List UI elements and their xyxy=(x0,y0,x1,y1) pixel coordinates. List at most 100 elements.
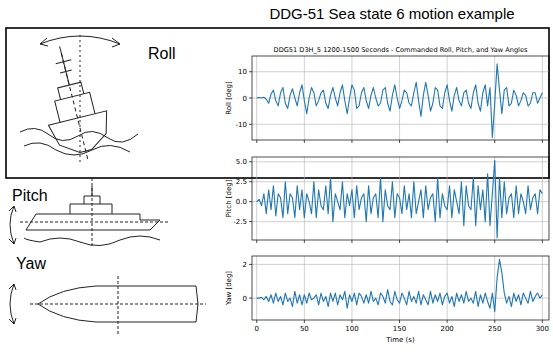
pitch-waves xyxy=(24,236,160,246)
x-grid-line xyxy=(542,157,543,240)
x-tick xyxy=(304,140,305,143)
yaw-axes xyxy=(30,276,206,334)
y-grid-line xyxy=(252,71,549,72)
chart: 0 50 100 150 200 250 300 0 2 Yaw [deg] Time (s) xyxy=(225,256,549,344)
y-tick xyxy=(249,161,252,162)
x-grid-line xyxy=(256,157,257,240)
y-tick xyxy=(249,201,252,202)
y-tick xyxy=(249,181,252,182)
x-tick-label: 0 xyxy=(255,325,259,333)
figure: DDG-51 Sea state 6 motion example Roll Pit… xyxy=(0,0,553,357)
motion-label: Pitch xyxy=(12,187,48,204)
x-grid-line xyxy=(399,256,400,320)
page-title: DDG-51 Sea state 6 motion example xyxy=(269,5,514,22)
roll-arrows xyxy=(40,38,120,47)
x-tick xyxy=(399,320,400,323)
y-tick-label: 0 xyxy=(243,295,247,303)
y-tick-label: 0 xyxy=(243,95,247,103)
x-tick xyxy=(399,140,400,143)
x-tick xyxy=(304,320,305,323)
x-tick-label: 300 xyxy=(536,325,549,333)
line-series xyxy=(257,160,543,237)
chart: -2.5 0.0 2.5 5.0 Pitch [deg] xyxy=(225,157,549,243)
illustrations xyxy=(9,34,206,334)
roll-ship xyxy=(30,37,117,166)
chart-title: DDG51 D3H_5 1200-1500 Seconds - Commande… xyxy=(274,46,528,54)
x-tick-label: 100 xyxy=(345,325,358,333)
x-grid-line xyxy=(447,256,448,320)
y-tick-label: -2.5 xyxy=(233,218,247,226)
roll-waves xyxy=(20,128,138,155)
y-grid-line xyxy=(252,161,549,162)
y-tick-label: 5.0 xyxy=(236,158,247,166)
x-tick xyxy=(542,140,543,143)
pitch-arrows xyxy=(9,206,16,244)
yaw-arrows xyxy=(9,284,16,324)
x-grid-line xyxy=(256,256,257,320)
x-grid-line xyxy=(447,157,448,240)
y-tick xyxy=(249,264,252,265)
line-series xyxy=(257,64,543,138)
y-axis-label: Pitch [deg] xyxy=(225,179,233,217)
plot-frame xyxy=(252,157,549,240)
y-tick-label: -10 xyxy=(236,121,247,129)
x-tick xyxy=(256,140,257,143)
plot-area xyxy=(257,64,543,138)
x-tick-label: 50 xyxy=(300,325,309,333)
x-tick xyxy=(447,140,448,143)
highlight-box xyxy=(6,28,549,178)
x-tick xyxy=(494,140,495,143)
y-tick xyxy=(249,71,252,72)
line-series xyxy=(257,259,543,311)
roll-vertical xyxy=(80,34,81,162)
x-tick xyxy=(494,320,495,323)
x-tick xyxy=(351,320,352,323)
pitch-arc xyxy=(10,206,14,244)
y-grid-line xyxy=(252,221,549,222)
y-tick xyxy=(249,221,252,222)
y-tick xyxy=(249,98,252,99)
y-axis-label: Roll [deg] xyxy=(225,81,233,115)
y-tick xyxy=(249,124,252,125)
x-tick xyxy=(256,240,257,243)
x-grid-line xyxy=(542,256,543,320)
roll-axis xyxy=(59,44,88,158)
x-axis-label: Time (s) xyxy=(385,336,415,344)
x-tick xyxy=(447,320,448,323)
yaw-arc xyxy=(10,284,14,324)
x-tick-label: 200 xyxy=(440,325,453,333)
plot-frame xyxy=(252,256,549,320)
y-grid-line xyxy=(252,124,549,125)
motion-label: Roll xyxy=(148,45,176,62)
pitch-axes xyxy=(20,178,168,248)
y-tick xyxy=(249,298,252,299)
y-tick-label: 0.0 xyxy=(236,198,247,206)
x-grid-line xyxy=(351,256,352,320)
x-tick-label: 150 xyxy=(393,325,406,333)
x-tick xyxy=(447,240,448,243)
y-axis-label: Yaw [deg] xyxy=(225,271,233,306)
x-tick xyxy=(494,240,495,243)
y-tick-label: 2 xyxy=(243,261,247,269)
background xyxy=(0,0,553,357)
x-tick xyxy=(256,320,257,323)
motion-label: Yaw xyxy=(16,255,46,272)
x-grid-line xyxy=(304,157,305,240)
roll-arc xyxy=(40,36,120,44)
x-tick xyxy=(351,240,352,243)
x-tick xyxy=(542,240,543,243)
y-grid-line xyxy=(252,264,549,265)
x-tick-label: 250 xyxy=(488,325,501,333)
x-grid-line xyxy=(304,256,305,320)
x-tick xyxy=(399,240,400,243)
plot-frame xyxy=(252,56,549,140)
plot-area xyxy=(257,259,543,311)
y-grid-line xyxy=(252,98,549,99)
x-tick xyxy=(351,140,352,143)
x-tick xyxy=(304,240,305,243)
x-tick xyxy=(542,320,543,323)
plot-area xyxy=(257,160,543,237)
chart: -10 0 10 DDG51 D3H_5 1200-1500 Seconds - Co… xyxy=(225,46,549,143)
y-tick-label: 10 xyxy=(238,68,247,76)
y-tick-label: 2.5 xyxy=(236,178,247,186)
